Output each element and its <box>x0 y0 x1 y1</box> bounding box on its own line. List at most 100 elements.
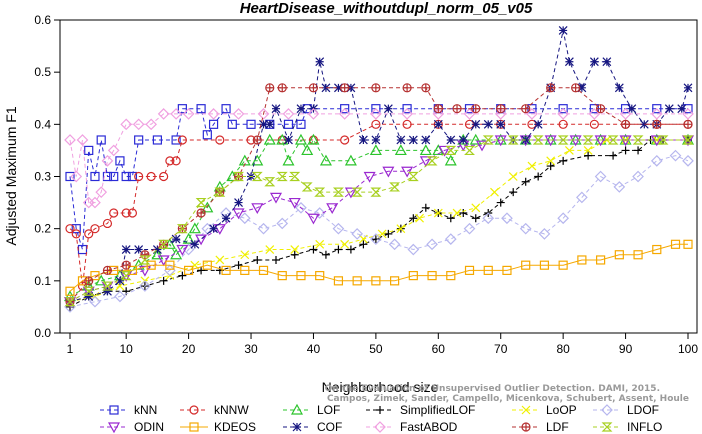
data-point <box>409 214 418 223</box>
data-point <box>127 208 138 218</box>
data-point <box>146 260 156 270</box>
legend-marker <box>601 422 613 432</box>
data-point <box>158 239 170 249</box>
data-point <box>132 118 145 131</box>
data-point <box>284 135 293 145</box>
data-point <box>195 197 207 208</box>
data-point <box>519 222 532 235</box>
legend: kNN kNNW LOF SimplifiedLOF LoOP LDOF ODIN KDEOS… <box>100 403 662 434</box>
data-point <box>313 207 326 219</box>
data-point <box>197 266 206 275</box>
data-point <box>332 187 344 197</box>
data-point <box>533 119 543 129</box>
data-point <box>539 260 550 270</box>
data-point <box>134 171 144 182</box>
data-point <box>102 281 113 291</box>
data-point <box>359 240 368 249</box>
data-point <box>464 145 475 156</box>
data-point <box>315 271 325 281</box>
data-point <box>102 171 113 182</box>
data-point <box>96 135 106 145</box>
data-point <box>257 222 270 235</box>
data-point <box>358 135 368 145</box>
data-point <box>234 198 243 208</box>
data-point <box>559 156 568 165</box>
data-point <box>546 83 556 93</box>
data-point <box>602 57 612 67</box>
data-point <box>390 276 400 286</box>
data-point <box>502 265 512 275</box>
data-point <box>483 119 493 129</box>
data-point <box>251 171 263 182</box>
legend-marker <box>292 422 302 432</box>
data-point <box>215 255 225 265</box>
data-point <box>338 108 351 120</box>
y-tick-label: 0.1 <box>34 274 51 288</box>
legend-item: KDEOS <box>180 420 256 434</box>
data-point <box>371 235 380 244</box>
data-point <box>265 119 275 129</box>
data-point <box>369 144 382 156</box>
data-point <box>446 271 456 281</box>
data-point <box>102 265 113 275</box>
data-point <box>301 144 314 156</box>
x-tick-label: 20 <box>182 342 196 356</box>
data-point <box>90 271 100 281</box>
data-point <box>157 255 170 267</box>
data-point <box>251 154 264 166</box>
legend-label: LDF <box>546 420 569 434</box>
data-point <box>127 171 138 182</box>
data-point <box>594 170 607 183</box>
data-point <box>308 83 319 93</box>
legend-marker <box>601 404 613 416</box>
data-point <box>319 154 332 166</box>
data-point <box>534 172 543 181</box>
data-point <box>438 145 451 157</box>
data-point <box>396 224 406 234</box>
data-point <box>402 104 412 114</box>
credit-authors: Campos, Zimek, Sander, Campello, Micenko… <box>327 394 689 404</box>
data-point <box>371 135 381 145</box>
data-point <box>64 297 76 307</box>
data-point <box>471 104 481 114</box>
y-tick-label: 0.5 <box>34 65 51 79</box>
data-point <box>90 171 100 182</box>
data-point <box>557 212 569 225</box>
data-point <box>384 229 393 238</box>
y-tick-label: 0.0 <box>34 326 51 340</box>
data-point <box>84 276 94 286</box>
data-point <box>202 130 212 140</box>
data-point <box>196 208 206 218</box>
data-point <box>683 239 693 249</box>
data-point <box>214 187 226 197</box>
data-point <box>127 265 138 275</box>
legend-item: kNN <box>100 403 157 417</box>
data-point <box>521 104 531 114</box>
data-point <box>165 156 175 166</box>
data-point <box>459 209 468 218</box>
data-point <box>257 108 270 120</box>
data-point <box>263 133 276 145</box>
data-point <box>65 224 75 234</box>
series-line <box>69 87 688 303</box>
data-point <box>234 261 243 270</box>
data-point <box>314 187 326 197</box>
data-point <box>296 271 306 281</box>
data-point <box>389 182 401 192</box>
data-point <box>151 248 164 260</box>
series-line <box>69 155 689 308</box>
data-point <box>121 171 131 182</box>
series-ldof <box>64 149 694 313</box>
data-point <box>171 156 181 166</box>
data-point <box>221 213 231 223</box>
data-point <box>115 156 125 166</box>
data-point <box>371 119 381 129</box>
data-point <box>639 119 649 129</box>
data-point <box>351 187 363 197</box>
data-point <box>121 245 131 254</box>
data-point <box>107 144 120 157</box>
data-point <box>589 57 599 67</box>
data-point <box>272 255 280 264</box>
data-point <box>296 119 306 129</box>
